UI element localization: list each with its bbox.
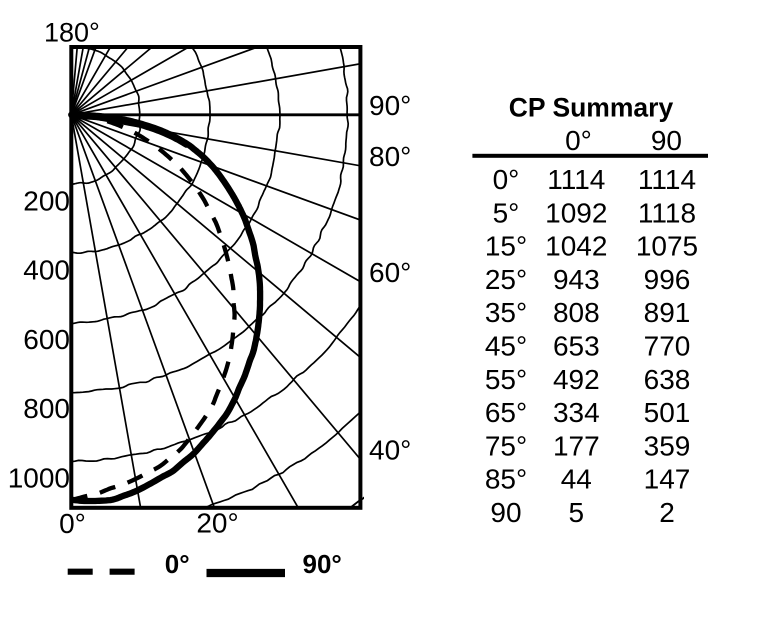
- svg-text:808: 808: [553, 297, 600, 328]
- svg-text:943: 943: [553, 264, 600, 295]
- svg-text:492: 492: [553, 364, 600, 395]
- svg-text:CP Summary: CP Summary: [509, 93, 674, 123]
- svg-text:0°: 0°: [59, 508, 86, 539]
- svg-text:638: 638: [644, 364, 691, 395]
- svg-text:75°: 75°: [485, 430, 527, 461]
- svg-text:85°: 85°: [485, 464, 527, 495]
- svg-text:147: 147: [644, 464, 691, 495]
- svg-text:40°: 40°: [369, 434, 411, 465]
- svg-text:90: 90: [490, 497, 521, 528]
- svg-text:1042: 1042: [545, 231, 607, 262]
- svg-text:800: 800: [23, 393, 70, 424]
- svg-text:1118: 1118: [638, 197, 696, 228]
- svg-text:1114: 1114: [638, 164, 696, 195]
- svg-text:1000: 1000: [8, 462, 70, 493]
- svg-text:45°: 45°: [485, 331, 527, 362]
- svg-text:90°: 90°: [303, 549, 342, 579]
- svg-text:770: 770: [644, 331, 691, 362]
- svg-text:65°: 65°: [485, 397, 527, 428]
- svg-text:0°: 0°: [493, 164, 520, 195]
- svg-text:600: 600: [23, 324, 70, 355]
- svg-text:1092: 1092: [545, 197, 607, 228]
- svg-text:180°: 180°: [44, 18, 100, 48]
- svg-text:334: 334: [553, 397, 600, 428]
- svg-text:55°: 55°: [485, 364, 527, 395]
- svg-text:653: 653: [553, 331, 600, 362]
- svg-text:0°: 0°: [165, 549, 190, 579]
- svg-text:200: 200: [23, 186, 70, 217]
- svg-text:400: 400: [23, 255, 70, 286]
- svg-text:891: 891: [644, 297, 691, 328]
- svg-text:60°: 60°: [369, 257, 411, 288]
- svg-text:2: 2: [659, 497, 675, 528]
- svg-text:1114: 1114: [547, 164, 605, 195]
- svg-text:80°: 80°: [369, 141, 411, 172]
- svg-text:359: 359: [644, 430, 691, 461]
- svg-text:996: 996: [644, 264, 691, 295]
- svg-text:5°: 5°: [493, 197, 520, 228]
- svg-text:25°: 25°: [485, 264, 527, 295]
- svg-text:90: 90: [651, 125, 682, 156]
- svg-text:177: 177: [553, 430, 600, 461]
- svg-text:0°: 0°: [565, 125, 592, 156]
- svg-text:501: 501: [644, 397, 691, 428]
- svg-text:35°: 35°: [485, 297, 527, 328]
- svg-text:44: 44: [561, 464, 592, 495]
- svg-text:15°: 15°: [485, 231, 527, 262]
- svg-text:5: 5: [569, 497, 585, 528]
- svg-text:20°: 20°: [196, 508, 238, 539]
- svg-text:1075: 1075: [636, 231, 698, 262]
- svg-text:90°: 90°: [369, 90, 411, 121]
